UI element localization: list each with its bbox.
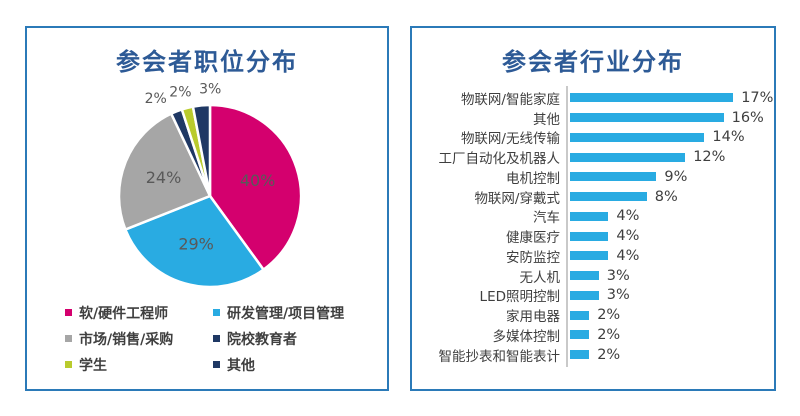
- legend-label: 其他: [227, 357, 255, 374]
- bar-row: 家用电器 2%: [412, 305, 774, 325]
- pie-chart-panel: 参会者职位分布 40% 29% 24% 2% 2% 3% 软/硬件工程师 研发管理/项目管理…: [25, 26, 389, 391]
- bar: [570, 192, 647, 202]
- bar-row: 电机控制 9%: [412, 167, 774, 187]
- pie-data-label: 2%: [145, 91, 167, 107]
- bar-chart: 物联网/智能家庭 17% 其他 16% 物联网/无线传输 14% 工厂自动化及机器人 12% 电…: [412, 88, 774, 365]
- legend-item: 市场/销售/采购: [65, 331, 213, 348]
- bar-row: 物联网/无线传输 14%: [412, 128, 774, 148]
- pie-data-label: 2%: [169, 85, 191, 101]
- bar: [570, 113, 724, 123]
- legend-marker-icon: [213, 309, 220, 316]
- legend-marker-icon: [65, 309, 72, 316]
- bar-row: LED照明控制 3%: [412, 286, 774, 306]
- bar-category-label: LED照明控制: [479, 289, 560, 306]
- pie-slice: [208, 103, 303, 271]
- pie-data-label: 40%: [240, 171, 276, 190]
- legend-item: 学生: [65, 357, 213, 374]
- pie-data-label: 3%: [199, 81, 221, 97]
- bar-row: 物联网/智能家庭 17%: [412, 88, 774, 108]
- bar-value-label: 3%: [606, 287, 630, 304]
- bar: [570, 350, 590, 360]
- bar-category-label: 健康医疗: [506, 230, 560, 247]
- legend-label: 院校教育者: [227, 331, 297, 348]
- bar-category-label: 其他: [533, 111, 560, 128]
- bar: [570, 211, 609, 221]
- bar-value-label: 2%: [597, 326, 621, 343]
- bar: [570, 132, 705, 142]
- bar-chart-title: 参会者行业分布: [502, 48, 684, 76]
- bar-category-label: 智能抄表和智能表计: [438, 348, 561, 365]
- bar-row: 多媒体控制 2%: [412, 325, 774, 345]
- legend-item: 软/硬件工程师: [65, 305, 213, 322]
- bar-row: 健康医疗 4%: [412, 226, 774, 246]
- legend-label: 研发管理/项目管理: [227, 305, 345, 322]
- legend-marker-icon: [213, 361, 220, 368]
- bar: [570, 290, 599, 300]
- legend-item: 院校教育者: [213, 331, 344, 348]
- bar: [570, 152, 686, 162]
- bar: [570, 231, 609, 241]
- bar-category-label: 电机控制: [506, 170, 560, 187]
- bar: [570, 251, 609, 261]
- bar-category-label: 工厂自动化及机器人: [438, 151, 561, 168]
- bar-chart-panel: 参会者行业分布 物联网/智能家庭 17% 其他 16% 物联网/无线传输 14% 工厂自动化…: [410, 26, 776, 391]
- pie-slice: [117, 112, 212, 231]
- pie-slice: [191, 103, 212, 198]
- bar-value-label: 2%: [597, 346, 621, 363]
- pie-data-label: 24%: [146, 168, 182, 187]
- bar-category-label: 家用电器: [506, 309, 560, 326]
- pie-chart: 40% 29% 24% 2% 2% 3%: [117, 81, 303, 289]
- legend-label: 市场/销售/采购: [79, 331, 174, 348]
- bar-row: 工厂自动化及机器人 12%: [412, 147, 774, 167]
- bar-value-label: 4%: [616, 228, 640, 245]
- bar-category-label: 物联网/无线传输: [460, 131, 560, 148]
- legend-marker-icon: [213, 335, 220, 342]
- bar-row: 安防监控 4%: [412, 246, 774, 266]
- bar-row: 物联网/穿戴式 8%: [412, 187, 774, 207]
- legend-item: 研发管理/项目管理: [213, 305, 345, 322]
- bar-category-label: 多媒体控制: [492, 328, 561, 345]
- bar-value-label: 2%: [597, 307, 621, 324]
- bar: [570, 93, 734, 103]
- bar: [570, 330, 590, 340]
- bar-value-label: 17%: [741, 89, 774, 106]
- pie-legend: 软/硬件工程师 研发管理/项目管理市场/销售/采购 院校教育者学生 其他: [65, 305, 345, 374]
- bar-row: 其他 16%: [412, 108, 774, 128]
- bar-chart-axis-line: [566, 86, 568, 367]
- bar-value-label: 4%: [616, 208, 640, 225]
- bar-value-label: 4%: [616, 247, 640, 264]
- bar-value-label: 12%: [693, 149, 726, 166]
- bar-category-label: 无人机: [519, 269, 561, 286]
- legend-label: 软/硬件工程师: [79, 305, 169, 322]
- bar-row: 智能抄表和智能表计 2%: [412, 345, 774, 365]
- bar-value-label: 8%: [654, 188, 678, 205]
- bar: [570, 271, 599, 281]
- bar-category-label: 汽车: [533, 210, 560, 227]
- bar-row: 汽车 4%: [412, 207, 774, 227]
- bar-value-label: 3%: [606, 267, 630, 284]
- legend-label: 学生: [79, 357, 107, 374]
- legend-item: 其他: [213, 357, 344, 374]
- bar-value-label: 16%: [731, 109, 764, 126]
- bar: [570, 172, 657, 182]
- bar-row: 无人机 3%: [412, 266, 774, 286]
- bar-category-label: 物联网/智能家庭: [460, 91, 560, 108]
- bar-value-label: 9%: [664, 168, 688, 185]
- legend-marker-icon: [65, 335, 72, 342]
- bar-category-label: 安防监控: [506, 249, 560, 266]
- legend-marker-icon: [65, 361, 72, 368]
- bar-value-label: 14%: [712, 129, 745, 146]
- bar-category-label: 物联网/穿戴式: [474, 190, 560, 207]
- pie-chart-title: 参会者职位分布: [116, 48, 298, 76]
- pie-slice: [124, 194, 265, 289]
- bar: [570, 310, 590, 320]
- pie-data-label: 29%: [178, 235, 214, 254]
